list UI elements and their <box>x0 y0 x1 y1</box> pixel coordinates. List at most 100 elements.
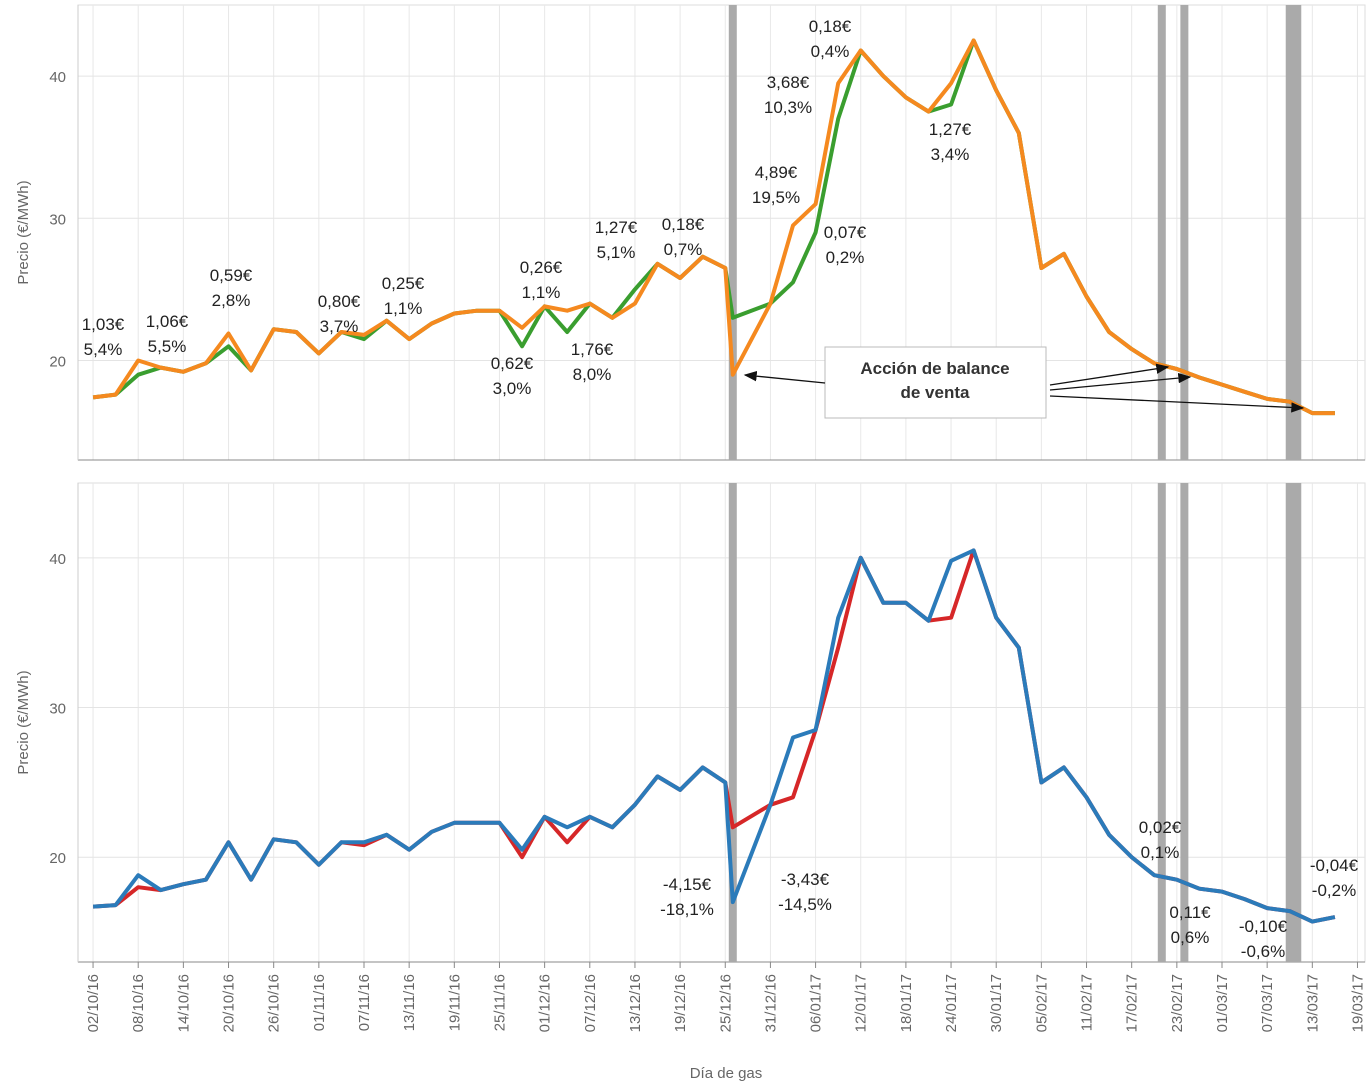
series-line <box>92 38 1335 416</box>
x-tick-label: 07/03/17 <box>1259 974 1276 1032</box>
y-tick-label: 30 <box>49 211 66 228</box>
annotation: 1,27€ <box>595 218 638 237</box>
highlight-band <box>1180 5 1189 460</box>
highlight-band <box>728 5 737 460</box>
callout-arrow <box>1049 372 1192 391</box>
annotation: 3,4% <box>931 145 970 164</box>
x-tick-label: 07/12/16 <box>582 974 599 1032</box>
annotation: 1,27€ <box>929 120 972 139</box>
annotation: 0,02€ <box>1139 818 1182 837</box>
x-tick-label: 19/11/16 <box>446 974 463 1031</box>
highlight-band <box>1157 483 1166 962</box>
x-tick-label: 30/01/17 <box>988 974 1005 1032</box>
x-tick-label: 19/12/16 <box>672 974 689 1032</box>
annotation: 0,62€ <box>491 354 534 373</box>
x-tick-label: 23/02/17 <box>1169 974 1186 1032</box>
annotation: 10,3% <box>764 98 812 117</box>
annotation: 1,1% <box>384 299 423 318</box>
highlight-band <box>1285 483 1294 962</box>
x-tick-label: 19/03/17 <box>1349 974 1366 1032</box>
x-tick-label: 08/10/16 <box>130 974 147 1032</box>
annotation: 1,1% <box>522 283 561 302</box>
annotation: 5,5% <box>148 337 187 356</box>
callout-text: Acción de balance <box>860 359 1009 378</box>
y-tick-label: 20 <box>49 850 66 867</box>
x-tick-label: 01/03/17 <box>1214 974 1231 1032</box>
y-axis-label: Precio (€/MWh) <box>15 180 32 284</box>
annotation: 0,26€ <box>520 258 563 277</box>
annotation: -4,15€ <box>663 875 712 894</box>
annotation: 0,25€ <box>382 274 425 293</box>
x-tick-label: 01/11/16 <box>311 974 328 1031</box>
plot-area <box>77 4 1366 461</box>
annotation: 1,03€ <box>82 315 125 334</box>
plot-area <box>77 482 1366 963</box>
annotation: 2,8% <box>212 291 251 310</box>
x-tick-label: 05/02/17 <box>1033 974 1050 1032</box>
annotation: 4,89€ <box>755 163 798 182</box>
annotation: 0,80€ <box>318 292 361 311</box>
x-tick-label: 18/01/17 <box>898 974 915 1032</box>
callout-arrow <box>743 370 826 384</box>
annotation: 5,1% <box>597 243 636 262</box>
x-tick-label: 20/10/16 <box>221 974 238 1032</box>
annotation: 0,6% <box>1171 928 1210 947</box>
annotation: -14,5% <box>778 895 832 914</box>
annotation: 0,11€ <box>1169 903 1211 922</box>
x-tick-label: 25/11/16 <box>491 974 508 1031</box>
x-tick-label: 11/02/17 <box>1079 974 1096 1031</box>
annotation: 0,18€ <box>662 215 705 234</box>
annotation: -0,2% <box>1312 881 1356 900</box>
annotation: 8,0% <box>573 365 612 384</box>
x-axis-label: Día de gas <box>690 1065 763 1082</box>
x-tick-label: 02/10/16 <box>85 974 102 1032</box>
highlight-band <box>1285 5 1294 460</box>
x-tick-label: 26/10/16 <box>266 974 283 1032</box>
y-tick-label: 40 <box>49 551 66 568</box>
x-tick-label: 31/12/16 <box>762 974 779 1032</box>
annotation: 5,4% <box>84 340 123 359</box>
highlight-band <box>1180 483 1189 962</box>
x-tick-label: 12/01/17 <box>853 974 870 1032</box>
annotation: -3,43€ <box>781 870 830 889</box>
y-tick-label: 20 <box>49 353 66 370</box>
annotation: 3,7% <box>320 317 359 336</box>
annotation: 0,18€ <box>809 17 852 36</box>
highlight-band <box>1293 483 1302 962</box>
annotation: -0,04€ <box>1310 856 1359 875</box>
annotation: 1,06€ <box>146 312 189 331</box>
annotation: -0,10€ <box>1239 917 1288 936</box>
x-tick-label: 06/01/17 <box>808 974 825 1032</box>
x-tick-label: 13/11/16 <box>401 974 418 1031</box>
y-tick-label: 40 <box>49 69 66 86</box>
annotation: -0,6% <box>1241 942 1285 961</box>
annotation: 0,07€ <box>824 223 867 242</box>
annotation: 0,2% <box>826 248 865 267</box>
y-axis-label: Precio (€/MWh) <box>15 670 32 774</box>
x-tick-label: 07/11/16 <box>356 974 373 1031</box>
annotation: 3,68€ <box>767 73 810 92</box>
series-line <box>92 548 1336 924</box>
annotation: 19,5% <box>752 188 800 207</box>
highlight-band <box>1293 5 1302 460</box>
annotation: 0,1% <box>1141 843 1180 862</box>
x-tick-label: 24/01/17 <box>943 974 960 1032</box>
callout-box <box>824 346 1047 419</box>
x-tick-label: 01/12/16 <box>537 974 554 1032</box>
y-tick-label: 30 <box>49 701 66 718</box>
annotation: 0,7% <box>664 240 703 259</box>
callout-text: de venta <box>901 383 971 402</box>
annotation: 0,59€ <box>210 266 253 285</box>
x-tick-label: 25/12/16 <box>717 974 734 1032</box>
x-tick-label: 14/10/16 <box>175 974 192 1032</box>
highlight-band <box>1157 5 1166 460</box>
x-tick-label: 17/02/17 <box>1124 974 1141 1032</box>
annotation: -18,1% <box>660 900 714 919</box>
x-tick-label: 13/03/17 <box>1304 974 1321 1032</box>
highlight-band <box>728 483 737 962</box>
annotation: 0,4% <box>811 42 850 61</box>
annotation: 3,0% <box>493 379 532 398</box>
callout-arrow <box>1049 395 1305 413</box>
callout-arrow <box>1049 363 1170 386</box>
